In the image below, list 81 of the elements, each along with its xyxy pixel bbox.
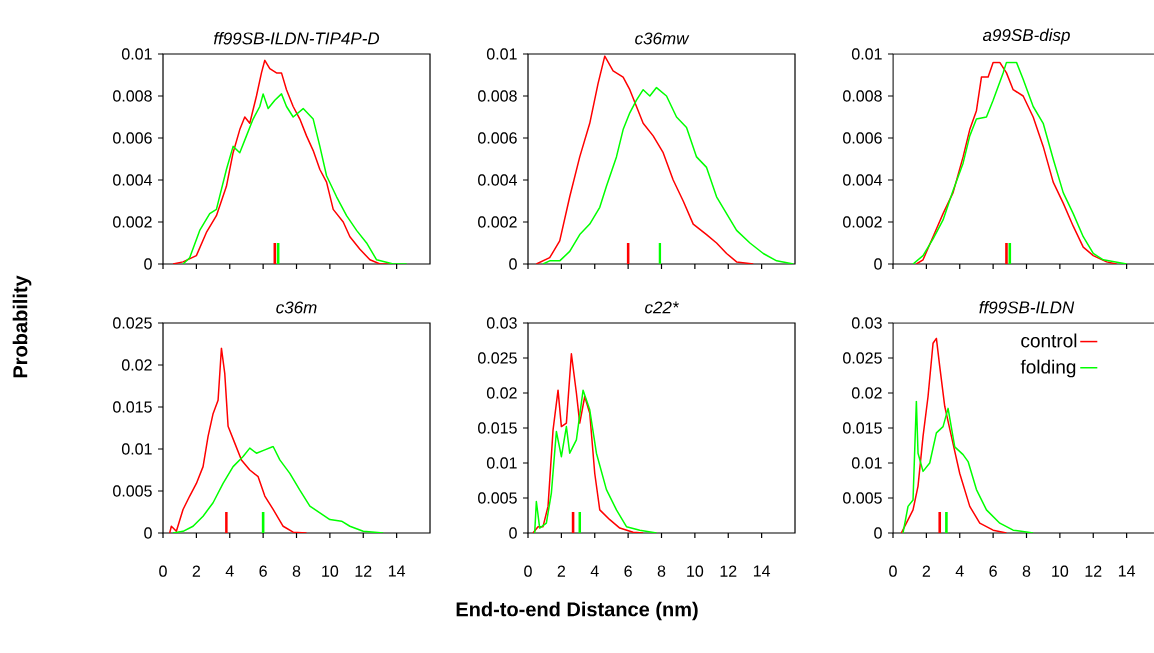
y-tick-label: 0.015: [478, 422, 517, 434]
chart-title: c36m: [276, 301, 317, 314]
x-tick-label: 14: [388, 565, 406, 577]
y-tick-label: 0.025: [113, 317, 152, 329]
legend-label: folding: [1020, 359, 1076, 378]
x-tick-label: 4: [955, 565, 964, 577]
y-tick-label: 0.005: [843, 492, 882, 504]
x-tick-label: 12: [1085, 565, 1102, 577]
x-tick-label: 4: [225, 565, 234, 577]
y-tick-label: 0.005: [113, 485, 152, 497]
y-tick-label: 0.025: [843, 352, 882, 364]
y-tick-label: 0.008: [478, 90, 517, 102]
y-tick-label: 0.002: [843, 216, 882, 228]
y-tick-label: 0.02: [851, 387, 882, 399]
y-tick-label: 0.01: [851, 48, 882, 60]
line-series: [172, 59, 391, 264]
x-tick-label: 8: [1022, 565, 1031, 577]
line-series: [900, 337, 1008, 533]
y-tick-label: 0.03: [851, 317, 882, 329]
x-tick-label: 0: [524, 565, 532, 577]
line-series: [902, 400, 1034, 533]
y-tick-label: 0: [509, 527, 517, 539]
y-tick-label: 0: [874, 258, 882, 270]
y-tick-label: 0.008: [113, 90, 152, 102]
line-series: [168, 347, 308, 533]
x-tick-label: 10: [1052, 565, 1069, 577]
y-tick-label: 0.015: [113, 401, 152, 413]
y-tick-label: 0.004: [478, 174, 517, 186]
line-series: [172, 445, 385, 533]
y-tick-label: 0.01: [486, 48, 517, 60]
x-tick-label: 14: [753, 565, 771, 577]
y-tick-label: 0: [144, 258, 152, 270]
y-tick-label: 0.002: [478, 216, 517, 228]
y-tick-label: 0.01: [121, 443, 152, 455]
y-tick-label: 0.03: [486, 317, 517, 329]
y-tick-label: 0.01: [486, 457, 517, 469]
x-tick-label: 8: [292, 565, 301, 577]
line-series: [535, 55, 755, 264]
legend-label: control: [1021, 333, 1077, 348]
x-tick-label: 14: [1118, 565, 1136, 577]
x-tick-label: 6: [989, 565, 997, 577]
y-tick-label: 0: [874, 527, 882, 539]
y-tick-label: 0.005: [478, 492, 517, 504]
y-tick-label: 0.01: [851, 457, 882, 469]
y-tick-label: 0.01: [121, 48, 152, 60]
y-tick-label: 0: [509, 258, 517, 270]
chart-title: ff99SB-ILDN: [979, 300, 1075, 314]
line-series: [533, 389, 658, 533]
x-tick-label: 2: [922, 565, 931, 577]
y-tick-label: 0.006: [478, 132, 517, 144]
x-tick-label: 10: [687, 565, 704, 577]
x-tick-label: 0: [159, 565, 167, 577]
chart-title: a99SB-disp: [982, 28, 1070, 45]
line-series: [182, 93, 408, 264]
y-tick-label: 0.02: [121, 359, 152, 371]
y-tick-label: 0.02: [486, 387, 517, 399]
chart-title: c22*: [645, 301, 679, 314]
y-tick-label: 0.002: [113, 216, 152, 228]
x-tick-label: 2: [557, 565, 566, 577]
x-tick-label: 12: [720, 565, 737, 577]
x-tick-label: 6: [624, 565, 632, 577]
line-series: [532, 353, 644, 533]
x-axis-title: End-to-end Distance (nm): [456, 601, 698, 621]
x-tick-label: 10: [322, 565, 339, 577]
y-tick-label: 0.025: [478, 352, 517, 364]
x-tick-label: 2: [192, 565, 201, 577]
x-tick-label: 4: [590, 565, 599, 577]
y-axis-title: Probability: [12, 275, 32, 378]
y-tick-label: 0.008: [843, 90, 882, 102]
x-tick-label: 0: [889, 565, 897, 577]
chart-title: ff99SB-ILDN-TIP4P-D: [213, 31, 380, 45]
x-tick-label: 6: [259, 565, 267, 577]
y-tick-label: 0.015: [843, 422, 882, 434]
y-tick-label: 0.006: [843, 132, 882, 144]
y-tick-label: 0.004: [843, 174, 882, 186]
y-tick-label: 0.006: [113, 132, 152, 144]
x-tick-label: 8: [657, 565, 666, 577]
y-tick-label: 0: [144, 527, 152, 539]
chart-title: c36mw: [635, 32, 690, 45]
x-tick-label: 12: [355, 565, 372, 577]
y-tick-label: 0.004: [113, 174, 152, 186]
